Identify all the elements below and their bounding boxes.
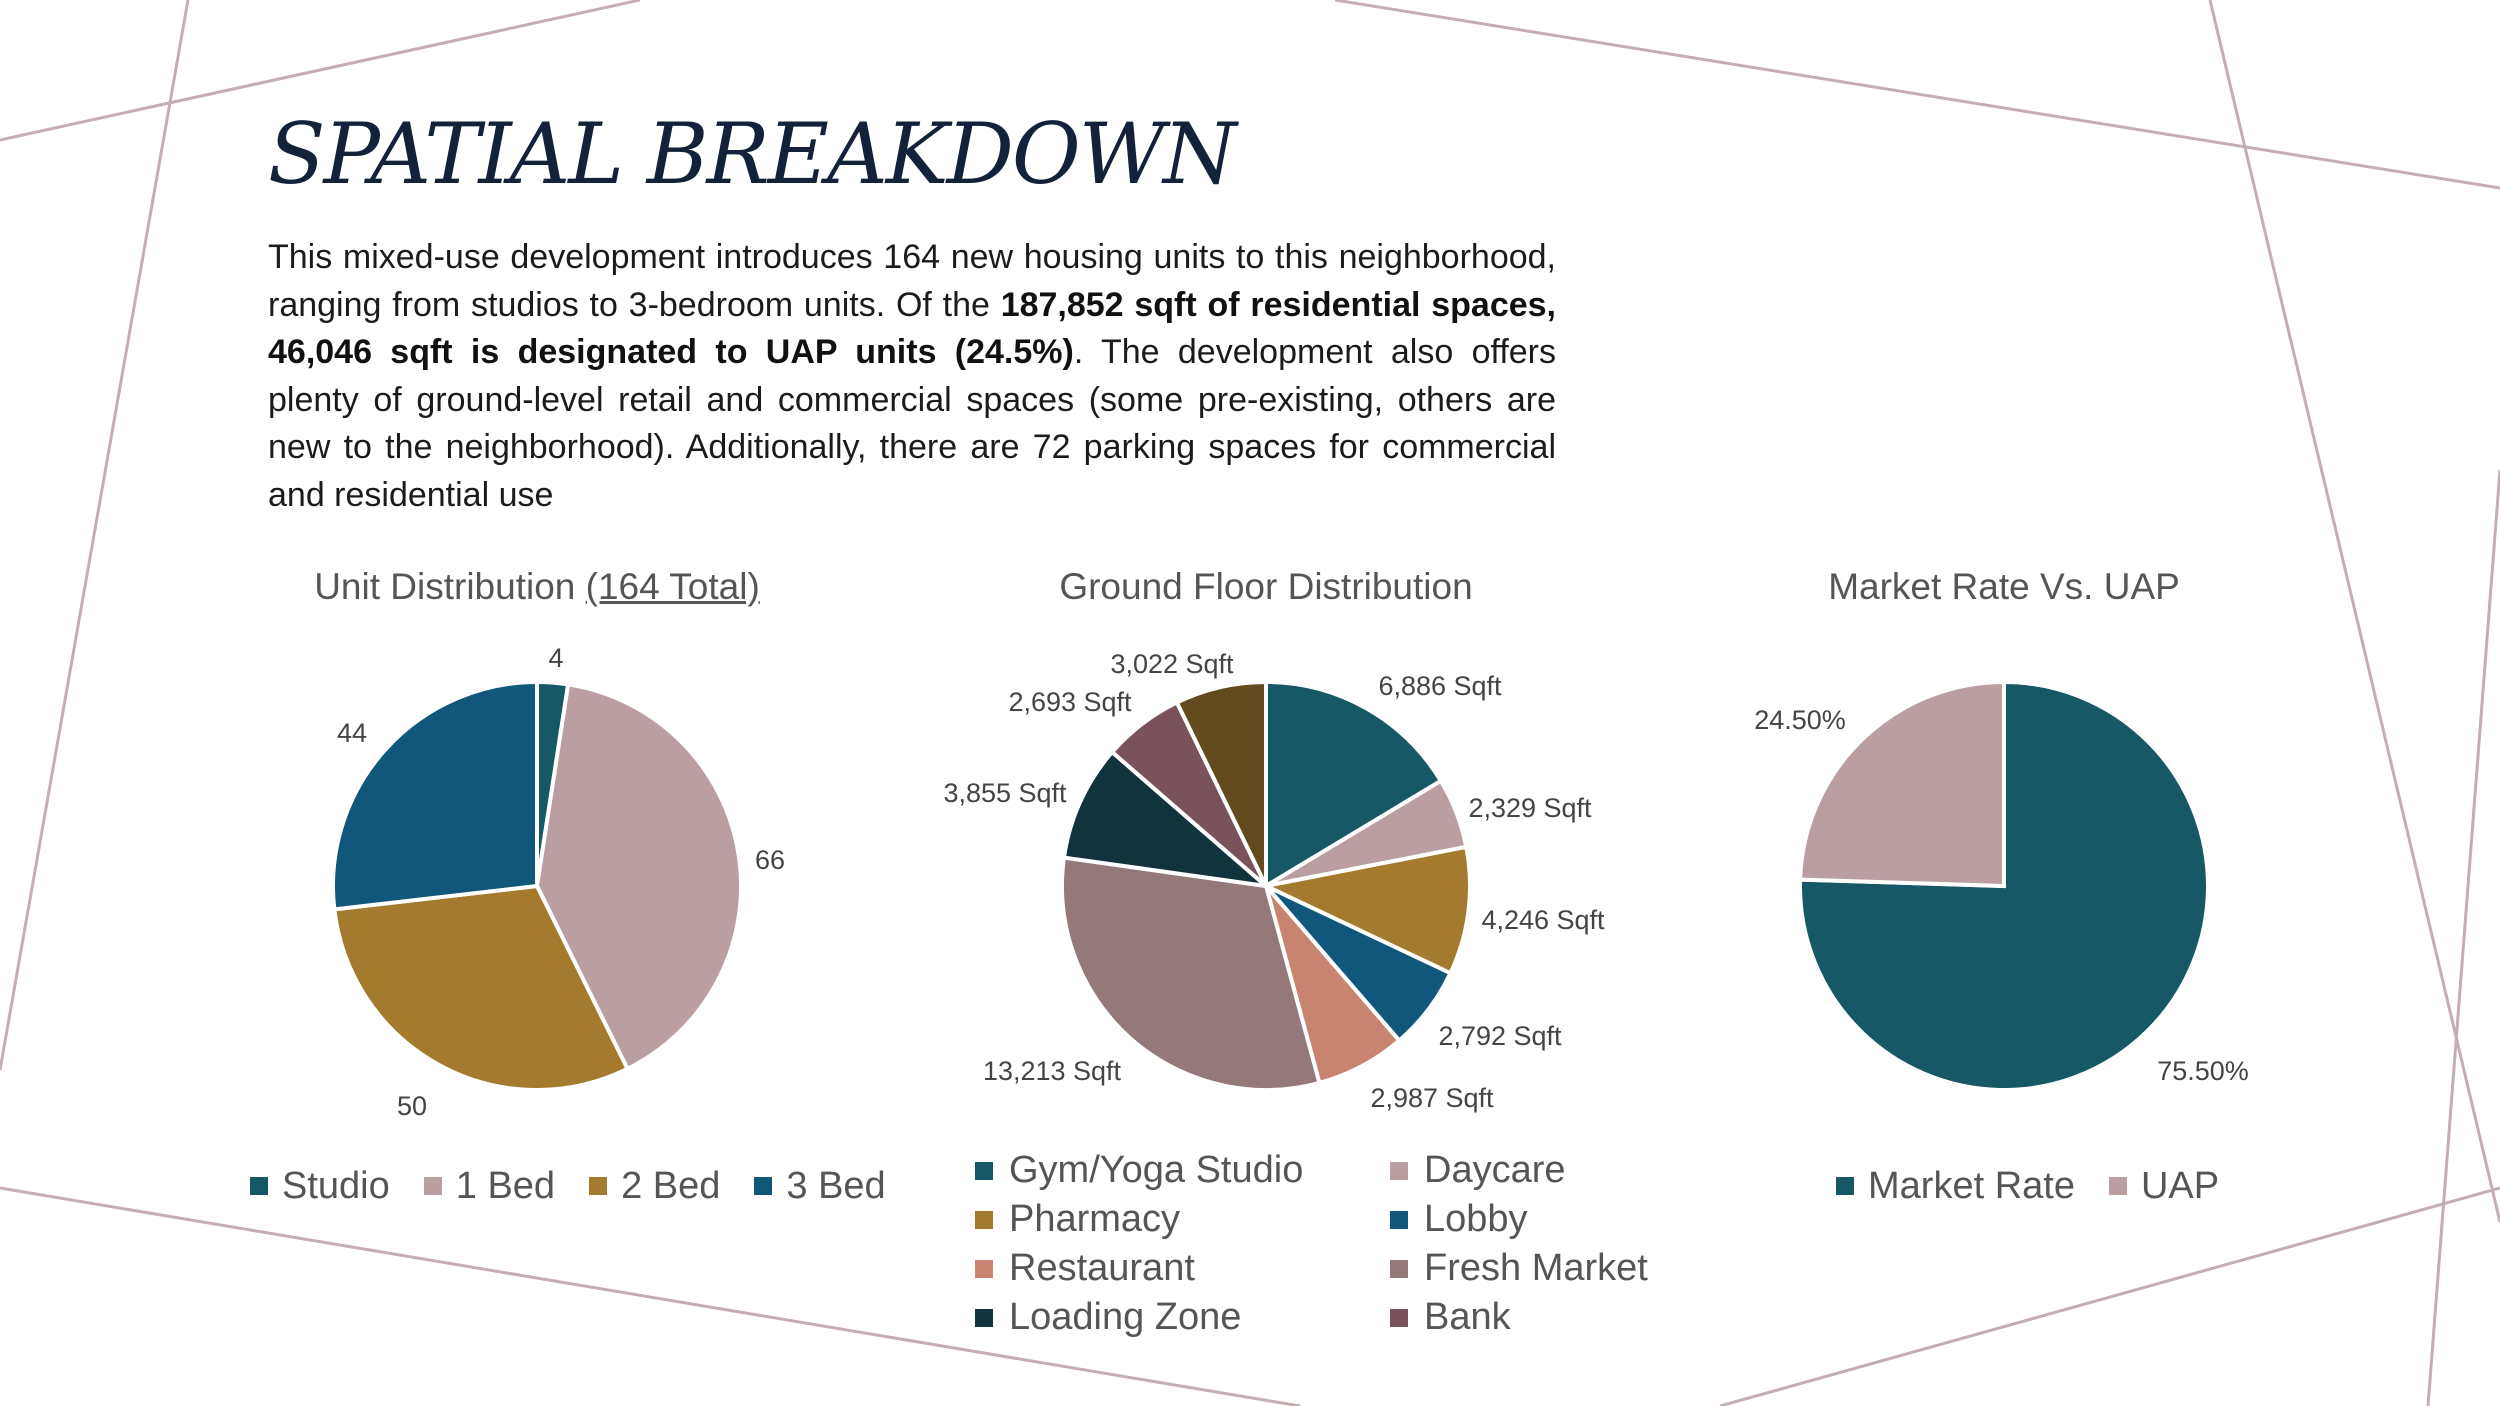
legend-label: Pharmacy — [1009, 1198, 1181, 1240]
legend-label: 2 Bed — [621, 1164, 721, 1207]
legend-item-market-rate: Market Rate — [1836, 1165, 2075, 1208]
data-label-uap: 24.50% — [1754, 705, 1846, 735]
ground-floor-legend: Gym/Yoga Studio Daycare Pharmacy Lobby Resta… — [975, 1148, 1650, 1340]
legend-swatch — [1390, 1210, 1408, 1229]
data-label-gym-yoga-studio: 6,886 Sqft — [1378, 671, 1502, 701]
legend-swatch — [975, 1308, 993, 1327]
intro-paragraph: This mixed-use development introduces 16… — [268, 234, 1556, 519]
legend-item-3-bed: 3 Bed — [754, 1164, 886, 1208]
market-rate-title: Market Rate Vs. UAP — [1828, 566, 2180, 607]
data-label-loading-zone: 3,855 Sqft — [943, 778, 1067, 808]
pie-slice-fresh-market — [1060, 855, 1322, 1092]
legend-item-uap: UAP — [2108, 1164, 2220, 1208]
unit-distribution-legend: Studio 1 Bed 2 Bed 3 Bed — [250, 1162, 920, 1208]
legend-label: Gym/Yoga Studio — [1009, 1149, 1304, 1191]
legend-label: Lobby — [1424, 1198, 1528, 1240]
legend-item-daycare: Daycare — [1390, 1148, 1650, 1193]
legend-swatch — [754, 1177, 773, 1195]
market-rate-legend: Market Rate UAP — [1836, 1162, 2253, 1208]
pie-slice-pharmacy — [1259, 844, 1472, 976]
data-label-market-rate: 75.50% — [2157, 1056, 2249, 1086]
pie-slice-1-bed — [534, 682, 743, 1072]
data-label-unlabeled: 3,022 Sqft — [1110, 649, 1234, 679]
legend-label: Bank — [1424, 1296, 1511, 1338]
data-label-3-bed: 44 — [337, 718, 367, 748]
legend-item-gym-yoga-studio: Gym/Yoga Studio — [975, 1148, 1390, 1193]
intro-text-1: This mixed-use development introduces 16… — [268, 238, 1556, 324]
unit-distribution-title-text: Unit Distribution — [314, 566, 586, 607]
page-title: SPATIAL BREAKDOWN — [268, 105, 1237, 203]
intro-text-2: . The development also offers plenty of … — [268, 333, 1556, 514]
unit-distribution-total: (164 Total) — [585, 566, 760, 607]
legend-swatch — [1390, 1308, 1408, 1327]
data-label-lobby: 2,792 Sqft — [1438, 1021, 1562, 1051]
legend-label: Loading Zone — [1009, 1296, 1242, 1338]
pie-slice-uap — [1798, 679, 2006, 889]
legend-label: Restaurant — [1009, 1247, 1195, 1289]
data-label-pharmacy: 4,246 Sqft — [1481, 905, 1605, 935]
legend-label: Fresh Market — [1424, 1247, 1648, 1289]
pie-slice-loading-zone — [1061, 749, 1273, 889]
legend-swatch — [1390, 1161, 1408, 1180]
pie-slice-unlabeled — [1174, 679, 1268, 887]
legend-label: Market Rate — [1868, 1164, 2075, 1207]
pie-slice-2-bed — [332, 883, 631, 1092]
legend-label: Studio — [282, 1164, 390, 1207]
legend-swatch — [2108, 1177, 2127, 1195]
data-label-1-bed: 66 — [755, 845, 785, 875]
legend-swatch — [423, 1177, 442, 1195]
unit-distribution-title: Unit Distribution (164 Total) — [314, 566, 760, 608]
legend-item-pharmacy: Pharmacy — [975, 1197, 1390, 1242]
legend-item-2-bed: 2 Bed — [589, 1165, 720, 1208]
legend-swatch — [589, 1177, 608, 1195]
legend-item-loading-zone: Loading Zone — [975, 1295, 1390, 1340]
intro-highlight: 187,852 sqft of residential spaces, 46,0… — [268, 285, 1556, 372]
legend-item-fresh-market: Fresh Market — [1390, 1246, 1650, 1291]
legend-item-bank: Bank — [1390, 1295, 1650, 1340]
legend-item-studio: Studio — [250, 1165, 390, 1208]
legend-swatch — [1836, 1177, 1854, 1195]
pie-slice-gym-yoga-studio — [1264, 679, 1444, 890]
legend-label: 3 Bed — [786, 1164, 886, 1207]
data-label-studio: 4 — [548, 643, 563, 673]
pie-slice-3-bed — [331, 679, 539, 912]
legend-swatch — [1390, 1259, 1408, 1278]
legend-label: Daycare — [1424, 1149, 1566, 1191]
legend-swatch — [975, 1259, 993, 1278]
legend-item-lobby: Lobby — [1390, 1197, 1650, 1242]
data-label-bank: 2,693 Sqft — [1008, 687, 1132, 717]
legend-label: UAP — [2140, 1164, 2220, 1207]
ground-floor-title: Ground Floor Distribution — [1059, 566, 1473, 607]
data-label-2-bed: 50 — [397, 1091, 427, 1121]
legend-item-1-bed: 1 Bed — [423, 1164, 556, 1208]
legend-label: 1 Bed — [455, 1164, 556, 1207]
legend-swatch — [250, 1177, 268, 1195]
data-label-daycare: 2,329 Sqft — [1468, 793, 1592, 823]
legend-item-restaurant: Restaurant — [975, 1246, 1390, 1291]
legend-swatch — [975, 1210, 993, 1229]
data-label-fresh-market: 13,213 Sqft — [983, 1056, 1122, 1086]
legend-swatch — [975, 1161, 993, 1180]
data-label-restaurant: 2,987 Sqft — [1370, 1083, 1494, 1113]
